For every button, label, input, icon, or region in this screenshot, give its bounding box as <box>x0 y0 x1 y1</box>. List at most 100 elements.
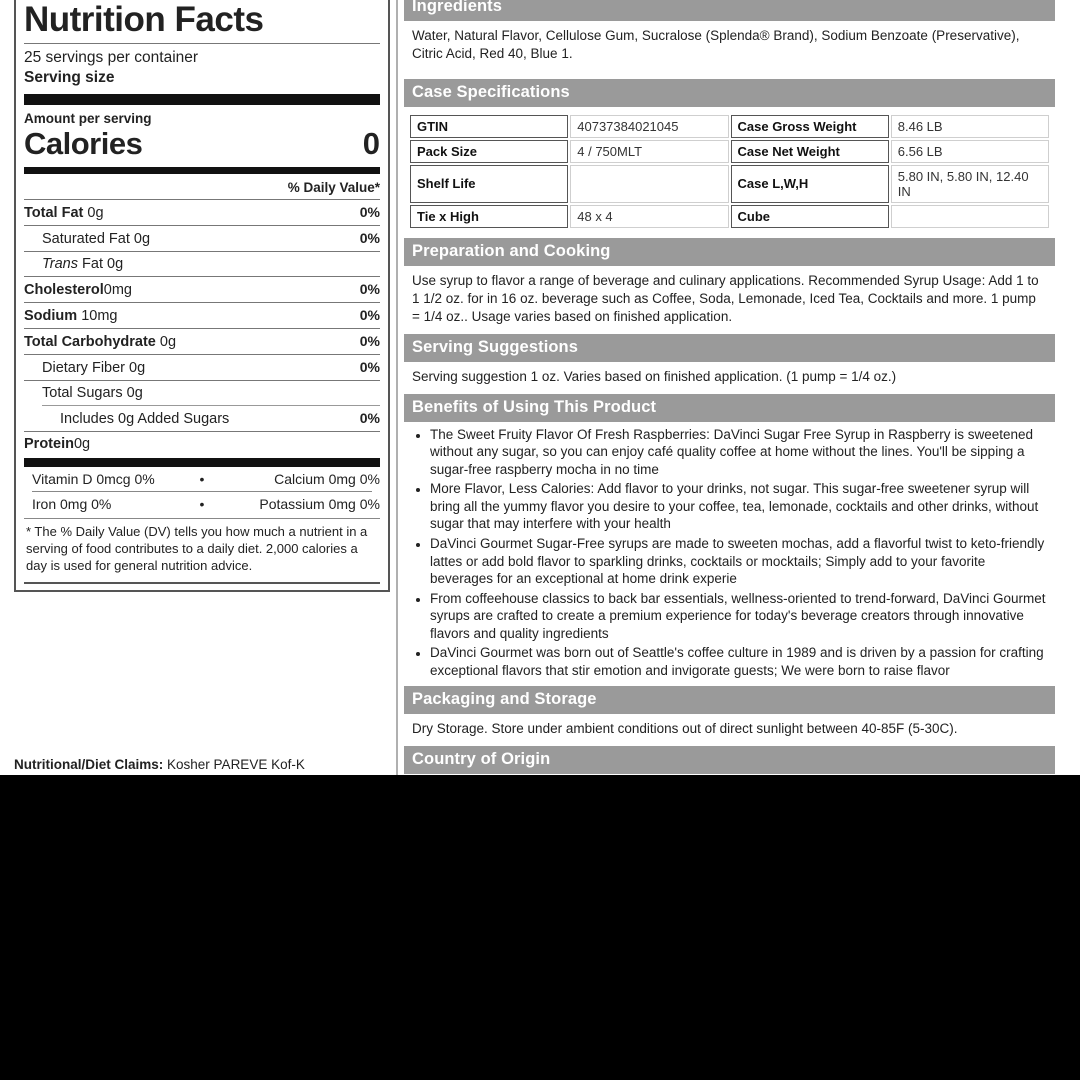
calories-value: 0 <box>362 126 380 162</box>
list-item: DaVinci Gourmet was born out of Seattle'… <box>430 644 1047 680</box>
nutrient-amount: 0g <box>73 436 91 453</box>
table-row: GTIN 40737384021045 Case Gross Weight 8.… <box>410 114 1049 138</box>
calories-label: Calories <box>24 126 143 162</box>
nutrient-row-saturated-fat: Saturated Fat 0g 0% <box>24 225 380 251</box>
vitamin-left: Vitamin D 0mcg 0% <box>32 471 155 488</box>
serving-size-label: Serving size <box>24 69 115 87</box>
nutrient-row-total-fat: Total Fat 0g 0% <box>24 199 380 225</box>
section-header-ingredients: Ingredients <box>404 0 1055 21</box>
nutrient-dv: 0% <box>359 204 380 221</box>
cell-value: 8.46 LB <box>890 114 1049 138</box>
nutrient-amount: 0g <box>129 360 146 377</box>
divider-under-title <box>24 43 380 45</box>
section-header-packaging: Packaging and Storage <box>404 686 1055 715</box>
section-body-serving-suggestions: Serving suggestion 1 oz. Varies based on… <box>412 368 897 384</box>
claims-value: Kosher PAREVE Kof-K <box>167 757 305 772</box>
claims-label: Nutritional/Diet Claims: <box>14 757 164 772</box>
case-specifications-table-wrap: GTIN 40737384021045 Case Gross Weight 8.… <box>404 107 1055 238</box>
nutrient-label: Saturated Fat 0g <box>42 231 151 248</box>
section-body-ingredients: Water, Natural Flavor, Cellulose Gum, Su… <box>412 28 1020 61</box>
vitamin-right: Potassium 0mg 0% <box>259 496 380 513</box>
nutrient-row-trans-fat: Trans Fat 0g <box>24 251 380 276</box>
section-header-serving-suggestions: Serving Suggestions <box>404 333 1055 362</box>
cell-value: 48 x 4 <box>570 204 729 228</box>
nutrient-label: Cholesterol0mg <box>24 282 132 298</box>
nutrient-row-cholesterol: Cholesterol0mg 0% <box>24 276 380 302</box>
cell-value: 40737384021045 <box>570 114 729 138</box>
nutrient-row-sodium: Sodium 10mg 0% <box>24 302 380 328</box>
nutrient-dv: 0% <box>359 281 380 298</box>
section-header-benefits: Benefits of Using This Product <box>404 393 1055 422</box>
cell-value <box>890 204 1049 228</box>
nutrient-dv: 0% <box>359 307 380 324</box>
nutrient-label: Sodium 10mg <box>24 308 117 324</box>
section-header-preparation: Preparation and Cooking <box>404 237 1055 266</box>
nutrient-label: Total Carbohydrate 0g <box>24 334 176 350</box>
nutrient-row-protein: Protein0g <box>24 431 380 456</box>
case-specifications-table: GTIN 40737384021045 Case Gross Weight 8.… <box>408 113 1051 230</box>
nutrient-name: Total Fat <box>24 205 84 222</box>
nutrient-row-total-sugars: Total Sugars 0g <box>24 380 380 405</box>
cell-label: Shelf Life <box>410 164 569 203</box>
nutrient-name: Cholesterol <box>24 282 104 299</box>
nutrient-label: Dietary Fiber 0g <box>24 360 145 376</box>
nutrient-name: Sodium <box>24 308 78 325</box>
nutrient-row-added-sugars: Includes 0g Added Sugars 0% <box>42 405 380 431</box>
divider-between-vitamins <box>32 491 372 493</box>
nutrient-label: Trans Fat 0g <box>42 256 124 273</box>
nutrition-facts-column: Nutrition Facts 25 servings per containe… <box>0 0 398 775</box>
nutrient-dv: 0% <box>359 333 380 350</box>
list-item: DaVinci Gourmet Sugar-Free syrups are ma… <box>430 535 1047 589</box>
page-outside-area <box>0 775 1080 1080</box>
daily-value-header: % Daily Value* <box>287 180 380 196</box>
nutrient-amount: 0mg <box>103 282 132 299</box>
vitamin-left: Iron 0mg 0% <box>32 496 112 513</box>
nutrient-name: Dietary Fiber <box>42 360 125 377</box>
nutrition-facts-title: Nutrition Facts <box>24 0 264 39</box>
benefits-list: The Sweet Fruity Flavor Of Fresh Raspber… <box>404 426 1055 681</box>
product-info-column: Ingredients Water, Natural Flavor, Cellu… <box>400 0 1067 775</box>
nutrient-label: Protein0g <box>24 436 90 452</box>
divider-thick-top <box>24 94 380 106</box>
panel-bottom-rule <box>24 582 380 585</box>
nutrient-label: Includes 0g Added Sugars <box>60 411 230 428</box>
cell-label: Cube <box>730 204 889 228</box>
cell-value <box>570 164 729 203</box>
amount-per-serving-label: Amount per serving <box>24 111 152 127</box>
section-body-preparation: Use syrup to flavor a range of beverage … <box>412 272 1039 324</box>
section-header-case-specifications: Case Specifications <box>404 78 1055 107</box>
nutrient-name: Protein <box>24 436 74 453</box>
cell-label: Case Net Weight <box>730 139 889 163</box>
table-row: Shelf Life Case L,W,H 5.80 IN, 5.80 IN, … <box>410 164 1049 203</box>
nutrition-facts-panel: Nutrition Facts 25 servings per containe… <box>14 0 390 593</box>
cell-label: Case L,W,H <box>730 164 889 203</box>
nutrient-label: Total Sugars 0g <box>42 385 143 402</box>
spacer <box>404 71 1055 79</box>
nutrient-amount: 0g <box>159 334 177 351</box>
nutrient-label: Total Fat 0g <box>24 205 104 221</box>
daily-value-footnote: * The % Daily Value (DV) tells you how m… <box>24 518 380 580</box>
list-item: From coffeehouse classics to back bar es… <box>430 590 1047 644</box>
cell-label: Case Gross Weight <box>730 114 889 138</box>
cell-label: Tie x High <box>410 204 569 228</box>
cell-label: Pack Size <box>410 139 569 163</box>
table-row: Pack Size 4 / 750MLT Case Net Weight 6.5… <box>410 139 1049 163</box>
servings-per-container: 25 servings per container <box>24 49 199 67</box>
section-body-packaging: Dry Storage. Store under ambient conditi… <box>412 721 958 737</box>
list-item: The Sweet Fruity Flavor Of Fresh Raspber… <box>430 426 1047 480</box>
product-detail-page: Nutrition Facts 25 servings per containe… <box>0 0 1080 775</box>
nutrient-dv: 0% <box>359 410 380 427</box>
divider-under-calories <box>24 167 380 175</box>
cell-value: 4 / 750MLT <box>570 139 729 163</box>
nutrient-name: Total Carbohydrate <box>24 334 156 351</box>
vitamin-separator-dot: • <box>199 496 205 513</box>
vitamin-right: Calcium 0mg 0% <box>274 471 380 488</box>
cell-value: 6.56 LB <box>890 139 1049 163</box>
nutrient-amount: 0g <box>87 205 104 222</box>
section-header-country-of-origin: Country of Origin <box>404 746 1055 775</box>
trans-italic: Trans <box>42 256 78 273</box>
vitamin-separator-dot: • <box>199 471 205 488</box>
table-row: Tie x High 48 x 4 Cube <box>410 204 1049 228</box>
vitamin-row: Iron 0mg 0% • Potassium 0mg 0% <box>24 492 380 516</box>
vitamin-row: Vitamin D 0mcg 0% • Calcium 0mg 0% <box>24 467 380 491</box>
